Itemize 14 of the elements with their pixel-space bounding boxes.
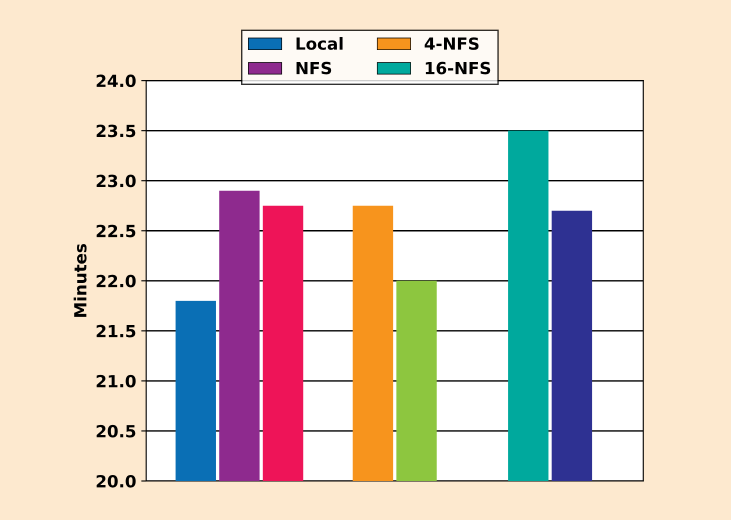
- y-tick-label: 20.5: [96, 424, 136, 438]
- legend-label: Local: [296, 37, 343, 50]
- y-tick-label: 23.0: [96, 174, 136, 188]
- legend-label: 16-NFS: [426, 62, 490, 74]
- y-tick-label: 21.0: [96, 374, 136, 388]
- y-axis-title: Minutes: [74, 244, 87, 317]
- y-tick-label: 22.5: [96, 224, 136, 238]
- y-tick-label: 22.0: [96, 274, 136, 288]
- legend-label: 4-NFS: [424, 37, 479, 50]
- y-tick-label: 21.5: [96, 324, 136, 338]
- y-tick-label: 24.0: [96, 74, 136, 88]
- y-tick-label: 23.5: [96, 124, 136, 138]
- y-tick-label: 20.0: [96, 474, 136, 488]
- legend-label: NFS: [296, 62, 332, 74]
